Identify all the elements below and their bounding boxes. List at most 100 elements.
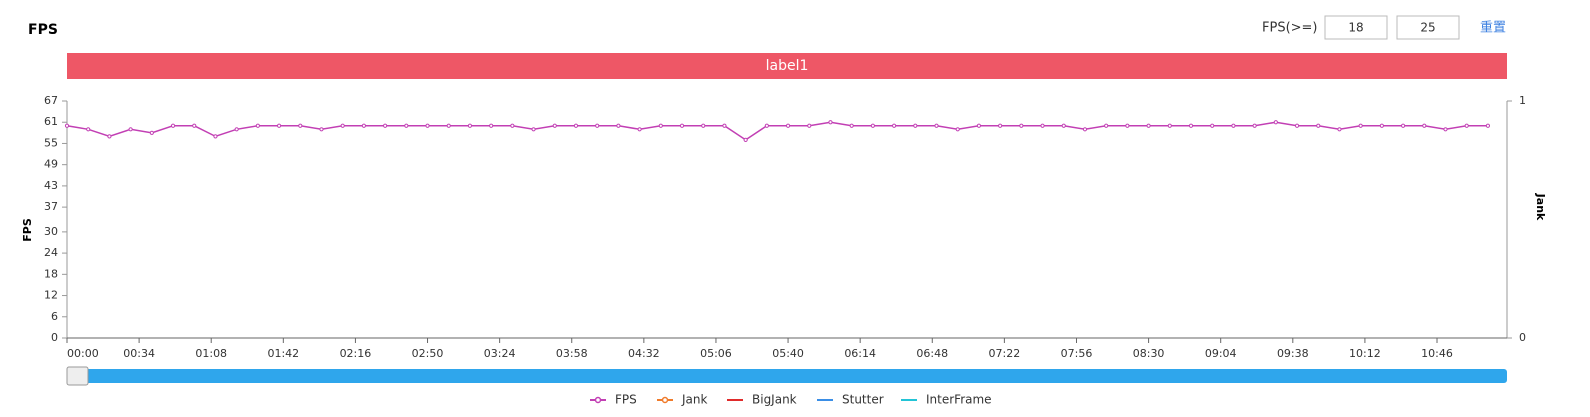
data-point xyxy=(1252,123,1257,128)
data-point xyxy=(107,134,112,139)
data-point xyxy=(849,123,854,128)
x-tick-label: 09:38 xyxy=(1277,347,1309,360)
data-point xyxy=(828,120,833,125)
legend-label: Stutter xyxy=(842,393,884,407)
series-line xyxy=(66,121,1488,141)
y-tick-label: 18 xyxy=(44,267,58,280)
data-point xyxy=(955,127,960,132)
zoom-slider[interactable] xyxy=(67,369,1507,383)
y-tick-label: 67 xyxy=(44,94,58,107)
x-tick-label: 05:40 xyxy=(772,347,804,360)
x-tick-label: 10:12 xyxy=(1349,347,1381,360)
data-point xyxy=(1167,123,1172,128)
y-tick-label: 55 xyxy=(44,136,58,149)
data-point xyxy=(531,127,536,132)
data-point xyxy=(998,123,1003,128)
data-point xyxy=(552,123,557,128)
data-point xyxy=(1400,123,1406,128)
data-point xyxy=(1146,123,1151,128)
x-tick-label: 06:48 xyxy=(916,347,948,360)
y-tick-label: 0 xyxy=(51,331,58,344)
threshold-value: 25 xyxy=(1420,21,1435,35)
x-tick-label: 08:30 xyxy=(1133,347,1165,360)
data-point xyxy=(1040,123,1045,128)
data-point xyxy=(1294,123,1300,128)
data-point xyxy=(1231,123,1236,128)
x-tick-label: 06:14 xyxy=(844,347,876,360)
y-tick-label: 6 xyxy=(51,310,58,323)
data-point xyxy=(64,123,70,128)
data-point xyxy=(785,123,791,128)
legend-label: BigJank xyxy=(752,393,797,407)
data-point xyxy=(1104,123,1109,128)
data-point xyxy=(1379,123,1384,128)
data-point xyxy=(404,123,409,128)
data-point xyxy=(170,123,176,128)
x-tick-label: 02:16 xyxy=(340,347,372,360)
data-point xyxy=(722,123,727,128)
x-tick-label: 04:32 xyxy=(628,347,660,360)
data-point xyxy=(128,127,133,132)
x-tick-label: 10:46 xyxy=(1421,347,1453,360)
data-point xyxy=(489,123,494,128)
x-tick-label: 07:56 xyxy=(1061,347,1093,360)
data-point xyxy=(1358,123,1363,128)
data-point xyxy=(425,123,430,128)
data-point xyxy=(1485,123,1491,128)
data-point xyxy=(467,123,473,128)
y-tick-label: 30 xyxy=(44,225,58,238)
slider-handle[interactable] xyxy=(66,366,89,386)
y2-axis-title: Jank xyxy=(1534,193,1547,221)
y-axis-title: FPS xyxy=(21,218,34,242)
data-point xyxy=(1422,123,1427,128)
x-tick-label: 01:42 xyxy=(267,347,299,360)
legend-marker xyxy=(594,396,602,404)
threshold-input[interactable] xyxy=(1396,15,1460,40)
data-point xyxy=(510,123,515,128)
data-point xyxy=(319,127,324,132)
x-tick-label: 05:06 xyxy=(700,347,732,360)
panel-title: FPS xyxy=(28,22,58,38)
x-tick-label: 09:04 xyxy=(1205,347,1237,360)
data-point xyxy=(764,123,769,128)
y2-tick-label: 1 xyxy=(1519,94,1526,107)
legend-marker xyxy=(661,396,669,404)
data-point xyxy=(1061,123,1066,128)
legend-label: InterFrame xyxy=(926,393,992,407)
data-point xyxy=(743,137,748,143)
data-point xyxy=(192,123,197,128)
y-tick-label: 61 xyxy=(44,115,58,128)
data-point xyxy=(976,123,982,128)
y-tick-label: 43 xyxy=(44,179,58,192)
data-point xyxy=(1188,123,1194,128)
data-point xyxy=(701,123,706,128)
data-point xyxy=(1273,120,1278,125)
data-point xyxy=(891,123,897,128)
data-point xyxy=(1082,127,1088,132)
data-point xyxy=(255,123,260,128)
reset-link[interactable]: 重置 xyxy=(1480,20,1506,36)
x-tick-label: 00:00 xyxy=(67,347,99,360)
x-tick-label: 03:24 xyxy=(484,347,516,360)
data-point xyxy=(1464,123,1469,128)
threshold-input[interactable] xyxy=(1324,15,1388,40)
data-point xyxy=(1443,127,1448,132)
data-point xyxy=(616,123,621,128)
data-point xyxy=(1125,123,1130,128)
data-point xyxy=(276,123,282,128)
y-tick-label: 12 xyxy=(44,289,58,302)
band-label: label1 xyxy=(766,58,809,74)
y-tick-label: 24 xyxy=(44,246,58,259)
x-tick-label: 01:08 xyxy=(195,347,227,360)
threshold-label: FPS(>=) xyxy=(1262,21,1318,36)
data-point xyxy=(234,127,239,132)
x-tick-label: 07:22 xyxy=(989,347,1021,360)
data-point xyxy=(446,123,451,128)
data-point xyxy=(149,130,154,135)
threshold-value: 18 xyxy=(1348,21,1363,35)
data-point xyxy=(383,123,388,128)
data-point xyxy=(679,123,685,128)
label-band xyxy=(67,53,1507,79)
data-point xyxy=(637,127,642,132)
